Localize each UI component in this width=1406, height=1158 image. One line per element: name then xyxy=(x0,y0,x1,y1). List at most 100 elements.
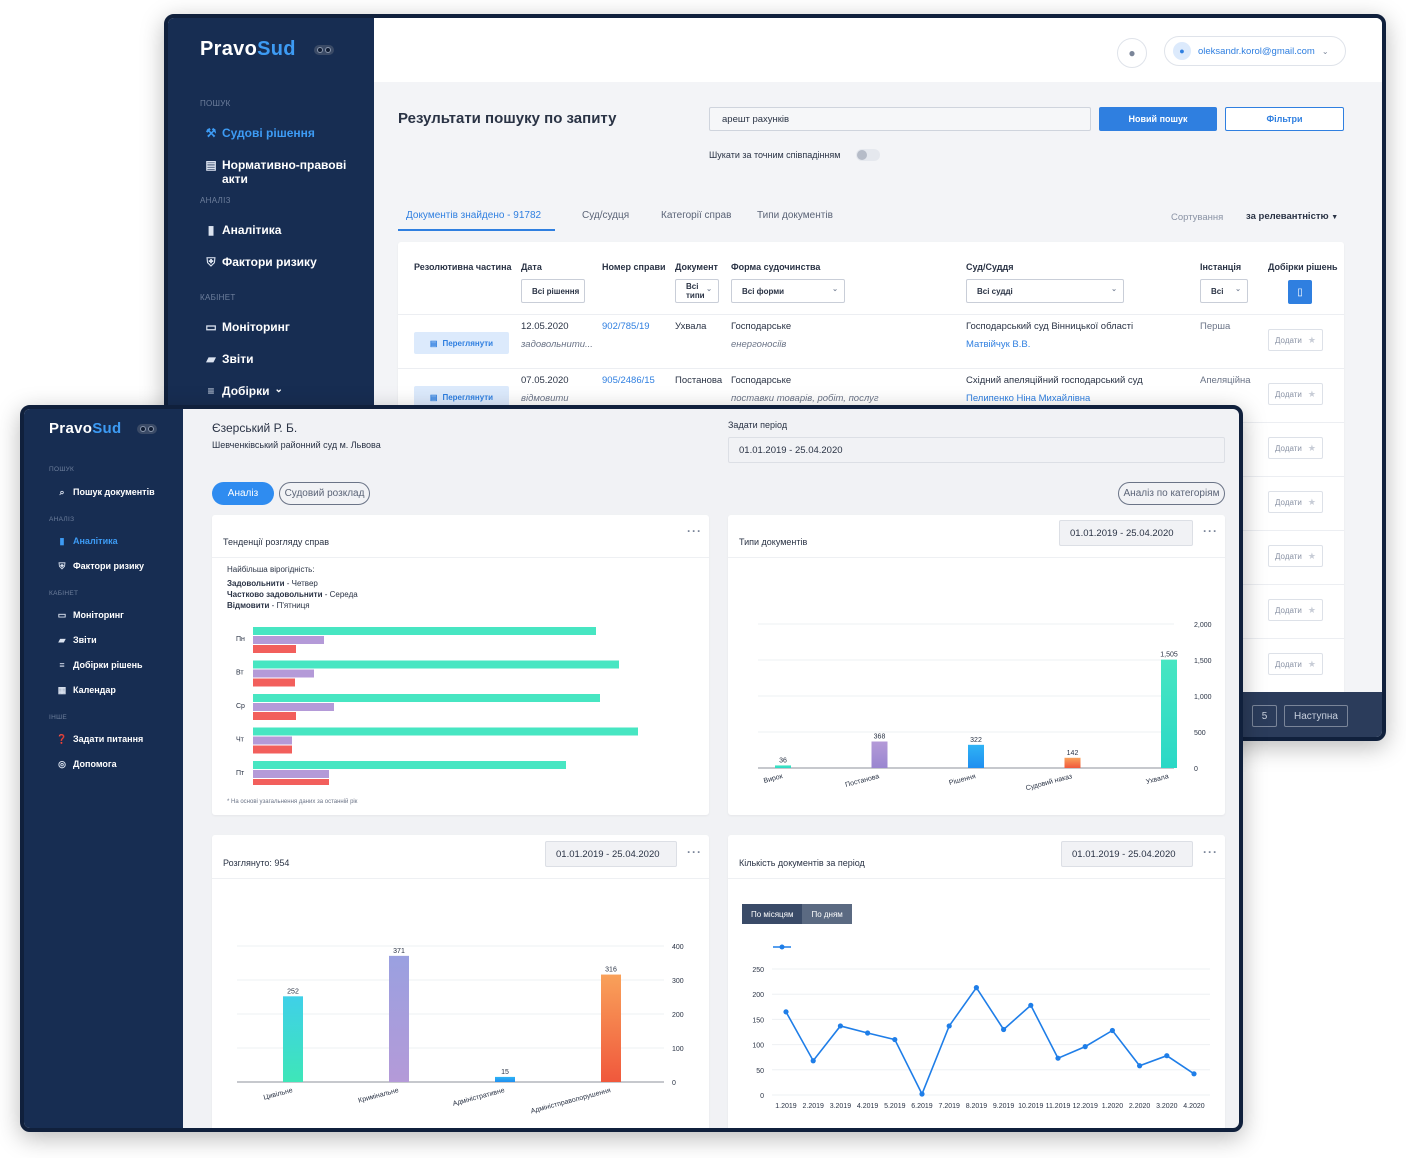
sidebar-item-label: Добірки рішень xyxy=(73,660,143,670)
sidebar-item-normative-acts[interactable]: ▤ Нормативно-правові акти xyxy=(200,158,346,186)
more-menu-icon[interactable]: ··· xyxy=(1203,524,1218,538)
card-divider xyxy=(212,878,709,879)
filters-button[interactable]: Фільтри xyxy=(1225,107,1344,131)
sidebar-item-ask-question[interactable]: ❓ Задати питання xyxy=(51,734,143,745)
x-tick-label: 3.2019 xyxy=(830,1103,852,1110)
sidebar-item-monitoring[interactable]: ▭ Моніторинг xyxy=(200,320,290,334)
toggle-days[interactable]: По дням xyxy=(802,904,852,924)
card-divider xyxy=(212,557,709,558)
view-button[interactable]: ▤ Переглянути xyxy=(414,332,509,354)
data-point xyxy=(919,1091,925,1097)
bar xyxy=(253,770,329,778)
exact-match-toggle[interactable] xyxy=(856,149,880,161)
row-form: Господарське xyxy=(731,321,792,332)
data-point xyxy=(1109,1027,1115,1034)
bar-chart-icon: ▮ xyxy=(207,223,215,237)
logo[interactable]: PravoSud xyxy=(49,420,121,437)
user-menu[interactable]: ● oleksandr.korol@gmail.com ⌄ xyxy=(1164,36,1346,66)
sidebar-item-search-documents[interactable]: ⌕ Пошук документів xyxy=(51,487,154,498)
tab-document-types[interactable]: Типи документів xyxy=(757,210,833,221)
tab-analysis[interactable]: Аналіз xyxy=(212,482,274,505)
y-tick-label: 500 xyxy=(1194,730,1206,737)
analysis-by-category-button[interactable]: Аналіз по категоріям xyxy=(1118,482,1225,505)
more-menu-icon[interactable]: ··· xyxy=(687,524,702,538)
logo[interactable]: PravoSud xyxy=(200,38,296,61)
case-number-link[interactable]: 902/785/19 xyxy=(602,321,650,332)
bar xyxy=(283,996,303,1082)
tab-court-judge[interactable]: Суд/судця xyxy=(582,210,630,221)
judge-link[interactable]: Матвійчук В.В. xyxy=(966,339,1031,350)
sidebar-item-label: Аналітика xyxy=(222,223,282,237)
bell-icon[interactable]: ● xyxy=(1117,38,1147,68)
card-date-input[interactable]: 01.01.2019 - 25.04.2020 xyxy=(1059,520,1193,546)
judge-link[interactable]: Пелипенко Ніна Михайлівна xyxy=(966,393,1091,404)
reviewed-card: Розглянуто: 954 01.01.2019 - 25.04.2020 … xyxy=(212,835,709,1128)
sidebar-item-collections[interactable]: ≡ Добірки рішень xyxy=(51,660,143,670)
sidebar-item-help[interactable]: ◎ Допомога xyxy=(51,759,117,770)
case-number-link[interactable]: 905/2486/15 xyxy=(602,375,655,386)
sidebar-item-monitoring[interactable]: ▭ Моніторинг xyxy=(51,610,124,621)
add-button[interactable]: Додати ★ xyxy=(1268,653,1323,675)
sidebar-item-calendar[interactable]: ▦ Календар xyxy=(51,685,116,696)
add-button[interactable]: Додати ★ xyxy=(1268,329,1323,351)
bar xyxy=(253,745,292,754)
section-label-search: ПОШУК xyxy=(200,99,231,108)
sidebar-item-analytics[interactable]: ▮ Аналітика xyxy=(200,223,282,237)
sidebar-item-risk-factors[interactable]: ⛨ Фактори ризику xyxy=(200,255,316,270)
sidebar-item-reports[interactable]: ▰ Звіти xyxy=(51,635,97,646)
add-button[interactable]: Додати ★ xyxy=(1268,599,1323,621)
eyes-icon xyxy=(314,45,334,55)
data-point xyxy=(837,1023,843,1029)
date-filter-select[interactable]: Всі рішення xyxy=(521,279,585,303)
next-page-button[interactable]: Наступна xyxy=(1284,705,1348,727)
court-filter-select[interactable]: Всі судді ⌄ xyxy=(966,279,1124,303)
card-date-input[interactable]: 01.01.2019 - 25.04.2020 xyxy=(1061,841,1193,867)
tab-case-categories[interactable]: Категорії справ xyxy=(661,210,732,221)
tab-court-schedule[interactable]: Судовий розклад xyxy=(279,482,370,505)
period-input[interactable]: 01.01.2019 - 25.04.2020 xyxy=(728,437,1225,463)
bar xyxy=(253,703,334,711)
row-document: Ухвала xyxy=(675,321,707,332)
form-filter-select[interactable]: Всі форми ⌄ xyxy=(731,279,845,303)
more-menu-icon[interactable]: ··· xyxy=(687,845,702,859)
add-button[interactable]: Додати ★ xyxy=(1268,437,1323,459)
add-button[interactable]: Додати ★ xyxy=(1268,545,1323,567)
add-label: Додати xyxy=(1275,659,1302,669)
x-tick-label: Кримінальне xyxy=(357,1086,399,1104)
star-icon: ★ xyxy=(1307,550,1316,561)
sidebar-item-reports[interactable]: ▰ Звіти xyxy=(200,352,253,366)
section-label-cabinet: КАБІНЕТ xyxy=(200,293,236,302)
documents-by-period-card: Кількість документів за період 01.01.201… xyxy=(728,835,1225,1128)
list-icon: ≡ xyxy=(207,384,215,398)
sidebar-item-court-decisions[interactable]: ⚒ Судові рішення xyxy=(200,126,315,140)
sort-dropdown[interactable]: за релевантністю ▼ xyxy=(1246,211,1338,222)
card-date-input[interactable]: 01.01.2019 - 25.04.2020 xyxy=(545,841,677,867)
bar xyxy=(253,736,292,745)
chevron-down-icon: ⌄ xyxy=(1235,286,1241,293)
more-menu-icon[interactable]: ··· xyxy=(1203,845,1218,859)
sidebar-item-risk-factors[interactable]: ⛨ Фактори ризику xyxy=(51,561,144,572)
sidebar-item-label: Моніторинг xyxy=(73,610,124,620)
y-tick-label: 100 xyxy=(752,1043,764,1050)
add-button[interactable]: Додати ★ xyxy=(1268,491,1323,513)
bookmark-filter-button[interactable]: ▯ xyxy=(1288,280,1312,304)
view-button[interactable]: ▤ Переглянути xyxy=(414,386,509,408)
sidebar-item-analytics[interactable]: ▮ Аналітика xyxy=(51,536,118,547)
data-point xyxy=(1164,1053,1170,1059)
tab-documents-found[interactable]: Документів знайдено - 91782 xyxy=(406,210,542,221)
view-label: Переглянути xyxy=(442,338,494,348)
sidebar-item-collections[interactable]: ≡ Добірки ⌄ xyxy=(200,384,282,398)
likelihood-day: - Четвер xyxy=(284,579,318,588)
doc-filter-select[interactable]: Всі типи ⌄ xyxy=(675,279,719,303)
bar xyxy=(253,727,638,736)
select-value: Всі xyxy=(1211,286,1224,296)
bar xyxy=(253,645,296,653)
instance-filter-select[interactable]: Всі ⌄ xyxy=(1200,279,1248,303)
add-button[interactable]: Додати ★ xyxy=(1268,383,1323,405)
gavel-icon: ⚒ xyxy=(205,126,217,140)
toggle-months[interactable]: По місяцям xyxy=(742,904,803,924)
new-search-button[interactable]: Новий пошук xyxy=(1099,107,1217,131)
page-number-button[interactable]: 5 xyxy=(1252,705,1277,727)
star-icon: ★ xyxy=(1307,604,1316,615)
search-input[interactable]: арешт рахунків xyxy=(709,107,1091,131)
